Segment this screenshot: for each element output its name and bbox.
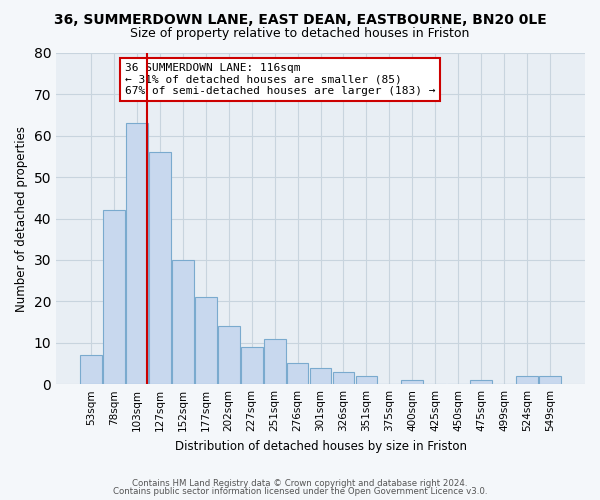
- Bar: [516, 376, 538, 384]
- Bar: [356, 376, 377, 384]
- Text: Size of property relative to detached houses in Friston: Size of property relative to detached ho…: [130, 28, 470, 40]
- Bar: [264, 338, 286, 384]
- Bar: [470, 380, 492, 384]
- Text: Contains public sector information licensed under the Open Government Licence v3: Contains public sector information licen…: [113, 487, 487, 496]
- Bar: [149, 152, 171, 384]
- Y-axis label: Number of detached properties: Number of detached properties: [15, 126, 28, 312]
- Text: Contains HM Land Registry data © Crown copyright and database right 2024.: Contains HM Land Registry data © Crown c…: [132, 478, 468, 488]
- Bar: [103, 210, 125, 384]
- Bar: [287, 364, 308, 384]
- X-axis label: Distribution of detached houses by size in Friston: Distribution of detached houses by size …: [175, 440, 467, 452]
- Bar: [195, 297, 217, 384]
- Bar: [172, 260, 194, 384]
- Bar: [218, 326, 239, 384]
- Bar: [332, 372, 355, 384]
- Bar: [310, 368, 331, 384]
- Bar: [539, 376, 561, 384]
- Bar: [241, 347, 263, 384]
- Bar: [80, 355, 102, 384]
- Text: 36, SUMMERDOWN LANE, EAST DEAN, EASTBOURNE, BN20 0LE: 36, SUMMERDOWN LANE, EAST DEAN, EASTBOUR…: [53, 12, 547, 26]
- Text: 36 SUMMERDOWN LANE: 116sqm
← 31% of detached houses are smaller (85)
67% of semi: 36 SUMMERDOWN LANE: 116sqm ← 31% of deta…: [125, 63, 436, 96]
- Bar: [126, 124, 148, 384]
- Bar: [401, 380, 423, 384]
